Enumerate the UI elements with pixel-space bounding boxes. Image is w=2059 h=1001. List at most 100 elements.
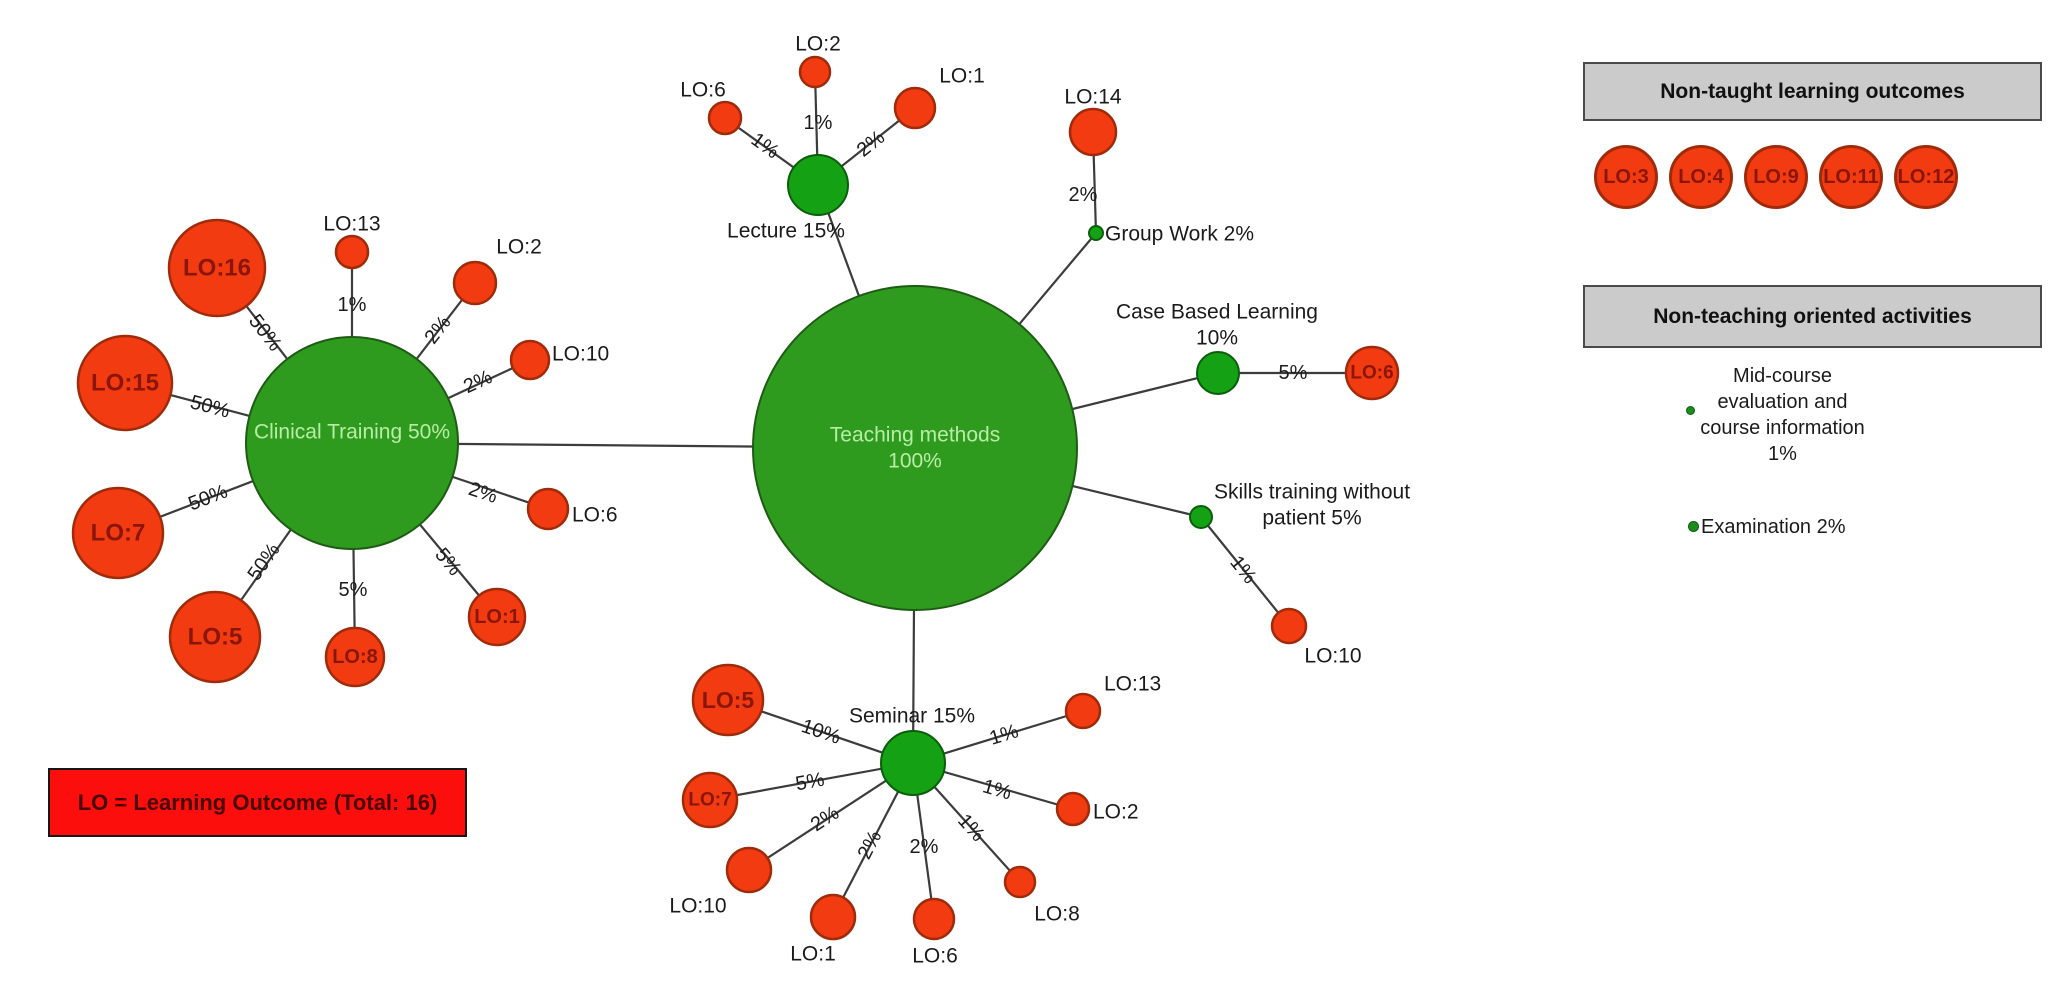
- lo-legend-box: LO = Learning Outcome (Total: 16): [48, 768, 467, 837]
- edge-label-seminar-sem-lo7: 5%: [794, 769, 827, 796]
- label-sem-lo5: LO:5: [702, 687, 755, 713]
- node-clinical: [245, 336, 459, 550]
- node-clin-lo13: [334, 234, 370, 270]
- edge-label-seminar-sem-lo6: 2%: [910, 836, 939, 858]
- edge-seminar-sem-lo7: [709, 761, 914, 802]
- node-sem-lo2: [1055, 791, 1091, 827]
- label-clin-lo5: LO:5: [188, 624, 243, 651]
- label-sem-lo1: LO:1: [790, 943, 836, 966]
- node-clin-lo15: [76, 334, 174, 432]
- label-clin-lo2: LO:2: [496, 236, 542, 259]
- edge-label-clinical-clin-lo2: 2%: [420, 312, 455, 348]
- node-teaching: [752, 285, 1078, 611]
- node-clin-lo6: [526, 487, 570, 531]
- edge-label-lecture-lec-lo6: 1%: [747, 129, 783, 164]
- label-clin-lo8: LO:8: [332, 646, 378, 668]
- non-taught-lo-circle: LO:4: [1669, 145, 1733, 209]
- edge-label-clinical-clin-lo7: 50%: [185, 480, 230, 515]
- midcourse-dot-icon: [1686, 406, 1695, 415]
- edge-skills-skl-lo10: [1200, 516, 1290, 627]
- edge-label-seminar-sem-lo10: 2%: [807, 802, 843, 836]
- label-sem-lo2: LO:2: [1093, 801, 1139, 824]
- label-sem-lo6: LO:6: [912, 945, 958, 968]
- node-clin-lo5: [168, 590, 262, 684]
- node-clin-lo10: [509, 339, 551, 381]
- label-skl-lo10: LO:10: [1304, 645, 1361, 668]
- examination-label: Examination 2%: [1701, 516, 1846, 538]
- label-case-lo6: LO:6: [1350, 363, 1393, 384]
- non-teaching-activities-header-label: Non-teaching oriented activities: [1653, 304, 1972, 328]
- label-sem-lo8: LO:8: [1034, 903, 1080, 926]
- midcourse-evaluation-label: Mid-course evaluation and course informa…: [1700, 365, 1865, 465]
- lo-legend-label: LO = Learning Outcome (Total: 16): [77, 789, 438, 815]
- node-clin-lo2: [452, 260, 498, 306]
- edge-label-clinical-clin-lo8: 5%: [339, 579, 368, 601]
- label-sem-lo7: LO:7: [688, 790, 731, 811]
- label-groupwork: Group Work 2%: [1105, 223, 1254, 246]
- node-groupwork: [1088, 225, 1104, 241]
- node-lec-lo6: [707, 100, 743, 136]
- label-lec-lo1: LO:1: [939, 65, 985, 88]
- label-grp-lo14: LO:14: [1064, 86, 1122, 109]
- node-clin-lo16: [167, 218, 267, 318]
- label-clin-lo10: LO:10: [552, 343, 609, 366]
- node-lec-lo2: [798, 55, 832, 89]
- node-skl-lo10: [1270, 607, 1308, 645]
- non-taught-lo-circle: LO:9: [1744, 145, 1808, 209]
- edge-label-seminar-sem-lo5: 10%: [799, 715, 844, 749]
- label-clinical: Clinical Training 50%: [254, 421, 450, 444]
- label-clin-lo15: LO:15: [91, 370, 159, 397]
- label-clin-lo7: LO:7: [91, 520, 146, 547]
- label-seminar: Seminar 15%: [849, 705, 975, 728]
- edge-label-seminar-sem-lo13: 1%: [987, 720, 1021, 750]
- node-seminar: [880, 730, 946, 796]
- label-clin-lo16: LO:16: [183, 255, 251, 282]
- label-lec-lo2: LO:2: [795, 33, 841, 56]
- label-skills: Skills training without patient 5%: [1214, 481, 1410, 530]
- non-taught-outcomes-header: Non-taught learning outcomes: [1583, 62, 2042, 121]
- label-clin-lo1: LO:1: [474, 606, 520, 628]
- non-taught-outcomes-row: LO:3 LO:4 LO:9 LO:11 LO:12: [1594, 145, 1958, 209]
- node-clin-lo8: [324, 626, 386, 688]
- edge-label-seminar-sem-lo2: 1%: [980, 775, 1014, 804]
- examination-dot-icon: [1688, 521, 1699, 532]
- node-case-lo6: [1344, 345, 1400, 401]
- node-sem-lo6: [912, 897, 956, 941]
- label-clin-lo6: LO:6: [572, 504, 618, 527]
- node-sem-lo5: [691, 663, 765, 737]
- edge-label-lecture-lec-lo2: 1%: [804, 112, 833, 134]
- label-lec-lo6: LO:6: [680, 79, 726, 102]
- label-case: Case Based Learning 10%: [1116, 301, 1318, 350]
- node-grp-lo14: [1068, 107, 1118, 157]
- node-clin-lo1: [467, 587, 527, 647]
- edge-label-case-case-lo6: 5%: [1279, 362, 1308, 384]
- edge-label-clinical-clin-lo10: 2%: [460, 366, 496, 398]
- node-sem-lo7: [681, 771, 739, 829]
- edge-label-clinical-clin-lo13: 1%: [338, 294, 367, 316]
- edge-label-clinical-clin-lo15: 50%: [188, 391, 233, 423]
- node-lecture: [787, 154, 849, 216]
- non-taught-outcomes-header-label: Non-taught learning outcomes: [1660, 79, 1965, 103]
- label-teaching: Teaching methods 100%: [830, 424, 1000, 473]
- node-case: [1196, 351, 1240, 395]
- non-taught-lo-circle: LO:12: [1894, 145, 1958, 209]
- non-taught-lo-circle: LO:11: [1819, 145, 1883, 209]
- non-taught-lo-circle: LO:3: [1594, 145, 1658, 209]
- edge-label-groupwork-grp-lo14: 2%: [1069, 184, 1098, 206]
- non-teaching-activities-header: Non-teaching oriented activities: [1583, 285, 2042, 348]
- edge-label-seminar-sem-lo1: 2%: [854, 827, 887, 863]
- label-lecture: Lecture 15%: [727, 220, 845, 243]
- edge-label-clinical-clin-lo6: 2%: [466, 478, 501, 508]
- label-sem-lo10: LO:10: [669, 895, 726, 918]
- node-sem-lo8: [1003, 865, 1037, 899]
- node-sem-lo13: [1064, 692, 1102, 730]
- label-clin-lo13: LO:13: [323, 213, 380, 236]
- node-lec-lo1: [893, 86, 937, 130]
- node-skills: [1189, 505, 1213, 529]
- node-sem-lo10: [725, 846, 773, 894]
- node-sem-lo1: [809, 893, 857, 941]
- label-sem-lo13: LO:13: [1104, 673, 1161, 696]
- node-clin-lo7: [71, 486, 165, 580]
